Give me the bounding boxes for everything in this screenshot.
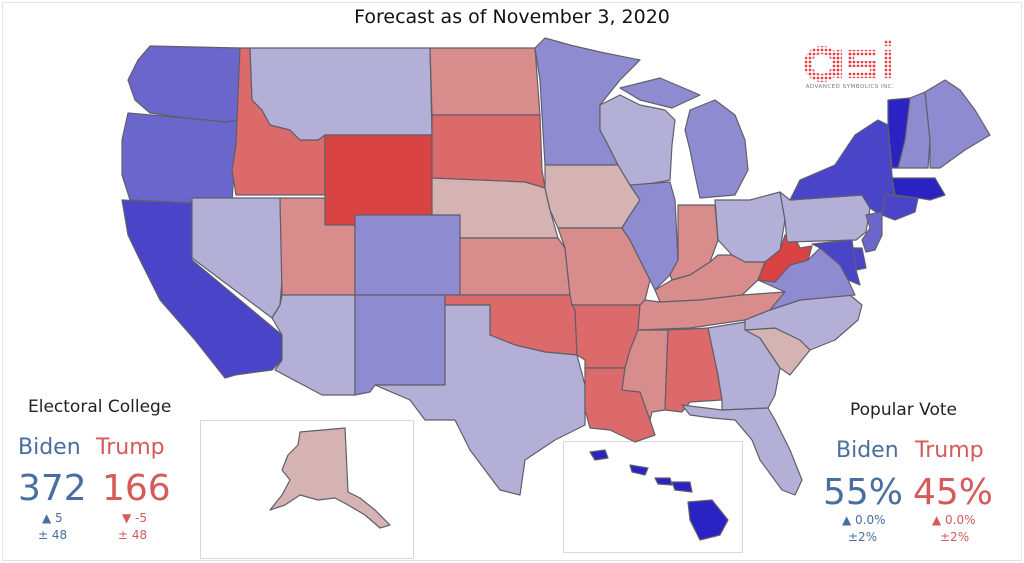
state-co[interactable]: [354, 214, 461, 296]
state-il[interactable]: [621, 181, 679, 291]
state-az[interactable]: [271, 294, 356, 396]
pv-biden-value: 55%: [823, 472, 904, 513]
pv-biden-name: Biden: [836, 438, 899, 463]
state-sd[interactable]: [431, 114, 546, 189]
state-oh[interactable]: [714, 191, 786, 263]
map-title: Forecast as of November 3, 2020: [354, 6, 670, 28]
ec-biden-margin: ± 48: [38, 528, 68, 542]
pv-biden-change: ▲ 0.0%: [842, 513, 886, 527]
state-mt[interactable]: [249, 47, 433, 141]
asi-logo: [804, 40, 891, 82]
ec-biden-value: 372: [18, 468, 87, 509]
electoral-college-heading: Electoral College: [28, 397, 172, 417]
ec-biden-change: ▲ 5: [42, 511, 63, 525]
state-hi[interactable]: [589, 449, 729, 541]
state-wa[interactable]: [127, 45, 241, 123]
state-fl[interactable]: [681, 404, 803, 496]
pv-trump-name: Trump: [915, 438, 984, 463]
state-ct[interactable]: [881, 194, 919, 221]
state-nm[interactable]: [354, 294, 446, 396]
ec-trump-name: Trump: [96, 435, 165, 460]
pv-biden-margin: ±2%: [848, 530, 878, 544]
pv-trump-value: 45%: [913, 472, 994, 513]
state-wy[interactable]: [324, 134, 433, 226]
pv-trump-change: ▲ 0.0%: [932, 513, 976, 527]
state-nd[interactable]: [429, 47, 541, 116]
logo-tagline: ADVANCED SYMBOLICS INC.: [805, 84, 895, 90]
state-nj[interactable]: [861, 211, 883, 253]
state-ca[interactable]: [121, 199, 283, 379]
state-me[interactable]: [924, 79, 991, 169]
state-ak[interactable]: [269, 427, 391, 529]
state-or[interactable]: [121, 112, 241, 206]
ec-biden-name: Biden: [18, 435, 81, 460]
ec-trump-value: 166: [102, 468, 171, 509]
state-md[interactable]: [811, 239, 861, 286]
state-ma[interactable]: [891, 177, 946, 201]
popular-vote-heading: Popular Vote: [850, 400, 957, 420]
pv-trump-margin: ±2%: [940, 530, 970, 544]
state-wv[interactable]: [757, 234, 813, 283]
ec-trump-change: ▼ -5: [122, 511, 148, 525]
state-wi[interactable]: [599, 94, 676, 187]
state-ks[interactable]: [459, 237, 571, 296]
state-tx[interactable]: [374, 304, 586, 496]
ec-trump-margin: ± 48: [118, 528, 148, 542]
state-mi[interactable]: [619, 77, 749, 199]
